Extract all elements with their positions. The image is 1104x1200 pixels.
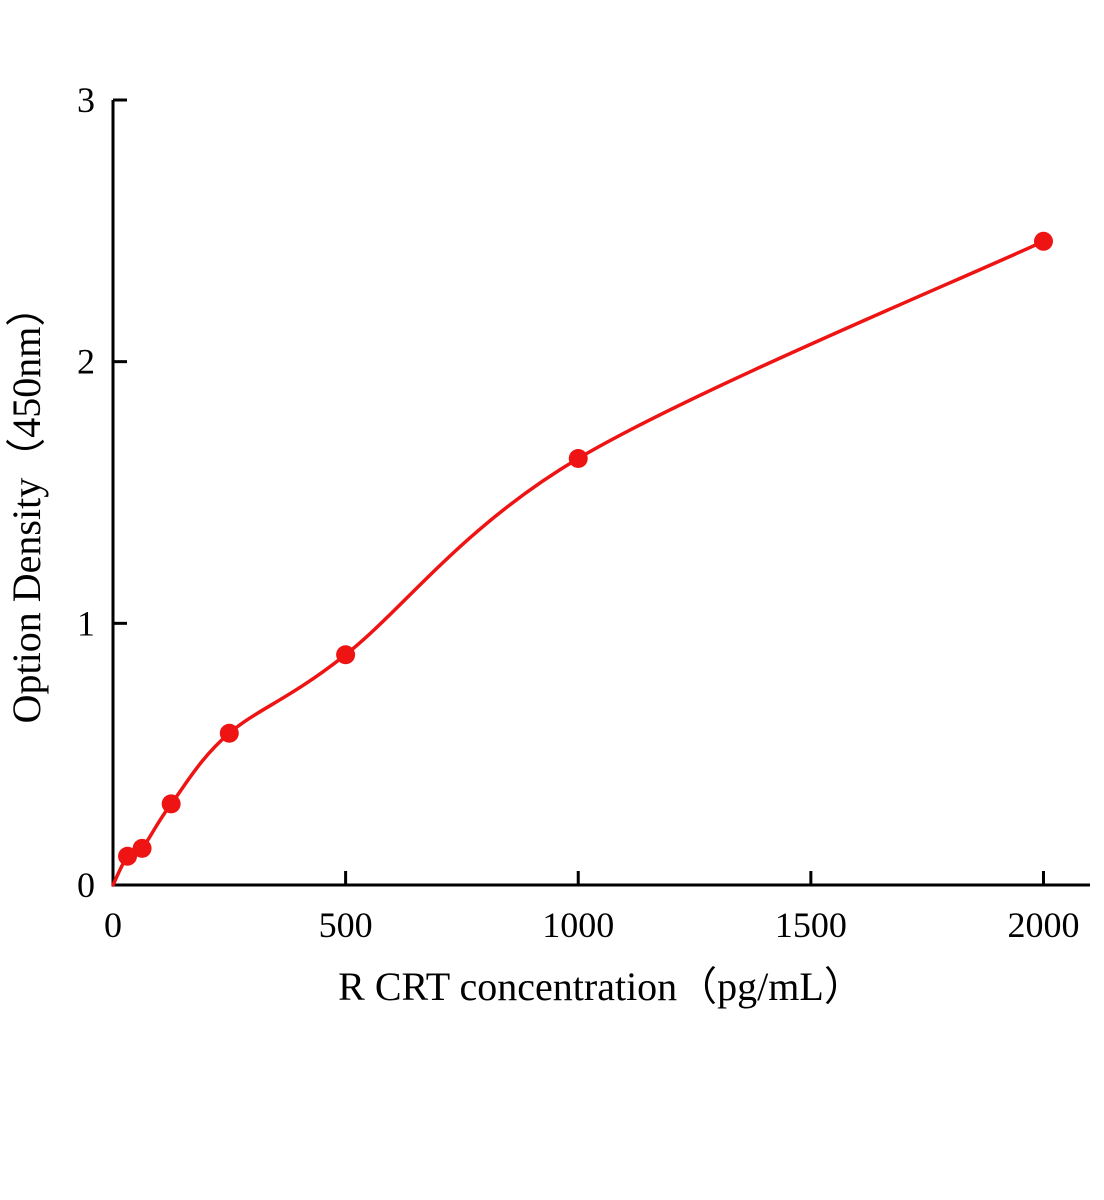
- x-tick-label: 1000: [542, 905, 614, 945]
- y-tick-label: 2: [77, 342, 95, 382]
- data-point: [568, 448, 588, 468]
- data-point: [118, 846, 138, 866]
- data-point: [336, 645, 356, 665]
- y-tick-label: 1: [77, 603, 95, 643]
- data-point: [1033, 231, 1053, 251]
- y-tick-label: 0: [77, 865, 95, 905]
- x-tick-label: 2000: [1007, 905, 1079, 945]
- y-axis-title: Option Density（450nm）: [4, 287, 49, 724]
- data-point: [219, 723, 239, 743]
- fitted-curve: [111, 239, 1046, 887]
- data-point: [161, 794, 181, 814]
- x-tick-label: 1500: [775, 905, 847, 945]
- x-axis-title: R CRT concentration（pg/mL）: [338, 964, 864, 1009]
- x-tick-label: 500: [319, 905, 373, 945]
- y-tick-label: 3: [77, 80, 95, 120]
- plot-area: 0 500 1000 1500 2000 0 1 2 3: [77, 80, 1090, 945]
- data-point: [132, 838, 152, 858]
- x-tick-label: 0: [104, 905, 122, 945]
